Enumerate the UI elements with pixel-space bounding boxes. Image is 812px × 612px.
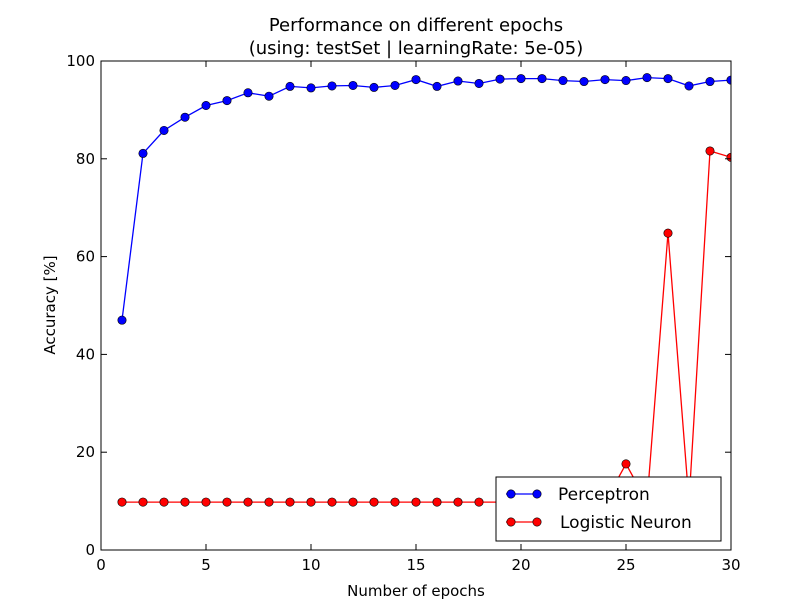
data-point-perceptron (243, 88, 253, 98)
data-point-logistic-neuron (663, 228, 673, 238)
y-tick-label: 60 (76, 248, 95, 266)
data-point-logistic-neuron (348, 497, 358, 507)
data-point-perceptron (642, 73, 652, 83)
y-tick-label: 20 (76, 443, 95, 461)
data-point-perceptron (432, 81, 442, 91)
data-point-logistic-neuron (390, 497, 400, 507)
data-point-perceptron (348, 80, 358, 90)
data-point-logistic-neuron (369, 497, 379, 507)
series-layer (117, 73, 731, 507)
data-point-logistic-neuron (180, 497, 190, 507)
x-tick-label: 25 (616, 556, 635, 574)
data-point-perceptron (369, 82, 379, 92)
data-point-perceptron (201, 100, 211, 110)
data-point-perceptron (327, 81, 337, 91)
data-point-logistic-neuron (306, 497, 316, 507)
data-point-perceptron (222, 96, 232, 106)
data-point-logistic-neuron (138, 497, 148, 507)
data-point-perceptron (516, 74, 526, 84)
data-point-logistic-neuron (285, 497, 295, 507)
data-point-logistic-neuron (264, 497, 274, 507)
legend-marker-perceptron (532, 489, 542, 499)
legend-label-perceptron: Perceptron (558, 485, 650, 505)
data-point-perceptron (600, 75, 610, 85)
data-point-perceptron (159, 125, 169, 135)
y-tick-label: 0 (85, 541, 95, 559)
data-point-perceptron (453, 76, 463, 86)
x-tick-label: 20 (511, 556, 530, 574)
data-point-logistic-neuron (159, 497, 169, 507)
data-point-logistic-neuron (621, 459, 631, 469)
data-point-perceptron (537, 74, 547, 84)
data-point-logistic-neuron (327, 497, 337, 507)
series-line-logistic-neuron (122, 150, 731, 505)
x-tick-label: 30 (721, 556, 740, 574)
data-point-logistic-neuron (201, 497, 211, 507)
axis-layer: 0 5 10 15 20 25 30 0 20 40 60 80 100 (66, 52, 740, 574)
data-point-perceptron (579, 77, 589, 87)
legend-marker-logistic-neuron (532, 517, 542, 527)
legend-marker-perceptron (506, 489, 516, 499)
legend-box (495, 476, 722, 542)
data-point-perceptron (180, 112, 190, 122)
data-point-perceptron (117, 315, 127, 325)
data-point-logistic-neuron (474, 497, 484, 507)
data-point-logistic-neuron (243, 497, 253, 507)
chart-subtitle: (using: testSet | learningRate: 5e-05) (249, 38, 584, 59)
data-point-perceptron (474, 78, 484, 88)
legend: Perceptron Logistic Neuron (495, 476, 722, 542)
data-point-perceptron (684, 81, 694, 91)
x-tick-label: 0 (96, 556, 106, 574)
data-point-perceptron (138, 148, 148, 158)
data-point-perceptron (705, 77, 715, 87)
legend-marker-logistic-neuron (506, 517, 516, 527)
x-tick-label: 10 (301, 556, 320, 574)
data-point-perceptron (306, 83, 316, 93)
data-point-perceptron (411, 75, 421, 85)
data-point-logistic-neuron (453, 497, 463, 507)
data-point-logistic-neuron (222, 497, 232, 507)
data-point-perceptron (495, 74, 505, 84)
data-point-perceptron (621, 76, 631, 86)
data-point-perceptron (663, 74, 673, 84)
y-axis-label: Accuracy [%] (41, 255, 59, 354)
legend-label-logistic-neuron: Logistic Neuron (560, 513, 692, 533)
x-tick-label: 15 (406, 556, 425, 574)
data-point-logistic-neuron (411, 497, 421, 507)
data-point-logistic-neuron (432, 497, 442, 507)
y-tick-label: 80 (76, 150, 95, 168)
x-tick-label: 5 (201, 556, 211, 574)
y-tick-label: 100 (66, 52, 95, 70)
data-point-perceptron (558, 76, 568, 86)
y-tick-label: 40 (76, 345, 95, 363)
data-point-perceptron (390, 80, 400, 90)
data-point-perceptron (285, 81, 295, 91)
data-point-logistic-neuron (705, 146, 715, 156)
data-point-logistic-neuron (117, 497, 127, 507)
x-axis-label: Number of epochs (347, 582, 485, 600)
chart-title: Performance on different epochs (269, 15, 563, 36)
data-point-perceptron (264, 91, 274, 101)
series-line-perceptron (121, 76, 731, 321)
